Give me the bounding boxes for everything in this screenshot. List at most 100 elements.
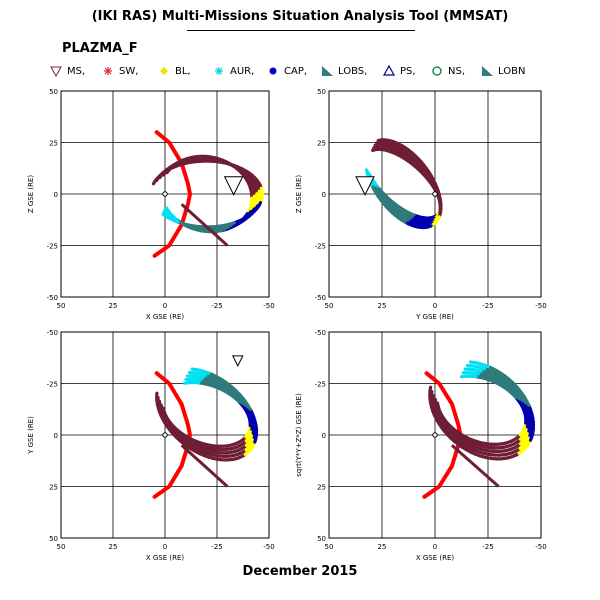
legend-label: CAP, — [284, 66, 307, 77]
y-axis-label: sqrt(Y*Y+Z*Z) GSE (RE) — [295, 393, 303, 477]
x-tick-label: 25 — [378, 302, 387, 310]
y-tick-label: 25 — [49, 140, 58, 148]
legend: MS, SW, BL, AUR, CAP, LOBS, PS, NS, LOBN — [50, 64, 525, 78]
legend-item: AUR, — [215, 66, 254, 77]
plot-panel: 50 25 0 -25 -50 -50 -25 0 25 50 X GSE (RE) sqrt(Y*Y… — [295, 329, 547, 562]
legend-item: MS, — [50, 66, 85, 78]
legend-item: NS, — [432, 66, 465, 77]
y-tick-label: 0 — [54, 191, 58, 199]
y-tick-label: 50 — [49, 88, 58, 96]
x-tick-label: 0 — [433, 302, 437, 310]
y-tick-label: 25 — [317, 140, 326, 148]
earth-marker — [162, 432, 168, 438]
y-tick-label: 0 — [322, 432, 326, 440]
legend-marker — [432, 66, 442, 76]
footer-date: December 2015 — [242, 564, 358, 579]
x-tick-label: 50 — [57, 543, 66, 551]
y-tick-label: 25 — [317, 484, 326, 492]
y-axis-label: Y GSE (RE) — [27, 416, 35, 455]
legend-marker — [269, 67, 277, 75]
legend-label: PS, — [400, 66, 416, 77]
x-tick-label: 0 — [433, 543, 437, 551]
legend-marker — [50, 66, 62, 78]
orbit-segment — [190, 367, 198, 372]
x-axis-label: X GSE (RE) — [146, 313, 185, 321]
spacecraft-marker — [355, 176, 375, 196]
y-tick-label: -25 — [47, 243, 58, 251]
page-title: (IKI RAS) Multi-Missions Situation Analy… — [91, 9, 509, 24]
legend-label: SW, — [119, 66, 138, 77]
orbit-leg — [450, 444, 500, 488]
y-tick-label: -50 — [315, 329, 326, 337]
y-tick-label: -50 — [47, 329, 58, 337]
legend-label: LOBN — [498, 66, 525, 77]
plot-panel: 50 25 0 -25 -50 -50 -25 0 25 50 X GSE (RE) Z GSE (R… — [27, 88, 275, 321]
spacecraft-marker — [223, 176, 244, 196]
y-tick-label: 0 — [54, 432, 58, 440]
legend-item: PS, — [382, 64, 416, 77]
legend-marker — [322, 66, 333, 76]
earth-marker — [432, 191, 438, 197]
x-tick-label: 25 — [378, 543, 387, 551]
legend-item: LOBN — [482, 66, 525, 77]
x-tick-label: -50 — [535, 302, 546, 310]
x-tick-label: -50 — [535, 543, 546, 551]
legend-label: MS, — [67, 66, 85, 77]
y-tick-label: -50 — [47, 294, 58, 302]
y-axis-label: Z GSE (RE) — [295, 175, 303, 214]
y-axis-label: Z GSE (RE) — [27, 175, 35, 214]
legend-item: CAP, — [269, 66, 307, 77]
x-tick-label: -25 — [211, 543, 222, 551]
x-tick-label: -50 — [263, 302, 274, 310]
x-tick-label: -25 — [482, 543, 493, 551]
earth-marker — [162, 191, 168, 197]
orbit-leg — [180, 444, 229, 488]
x-axis-label: X GSE (RE) — [416, 554, 455, 562]
orbit-segment — [468, 360, 477, 365]
x-tick-label: -50 — [263, 543, 274, 551]
orbit-segment — [364, 168, 370, 176]
panels: 50 25 0 -25 -50 -50 -25 0 25 50 X GSE (RE) Z GSE (R… — [27, 88, 547, 562]
x-tick-label: 25 — [109, 302, 118, 310]
legend-marker — [215, 67, 223, 75]
legend-label: LOBS, — [338, 66, 367, 77]
y-tick-label: -50 — [315, 294, 326, 302]
y-tick-label: 50 — [49, 535, 58, 543]
y-tick-label: 25 — [49, 484, 58, 492]
x-tick-label: 0 — [163, 302, 167, 310]
y-tick-label: -25 — [47, 381, 58, 389]
plot-panel: 50 25 0 -25 -50 -50 -25 0 25 50 Y GSE (RE) Z GSE (R… — [295, 88, 547, 321]
legend-item: BL, — [160, 66, 191, 77]
plot-panel: 50 25 0 -25 -50 -50 -25 0 25 50 X GSE (RE) Y GSE (R… — [27, 329, 275, 562]
legend-item: LOBS, — [322, 66, 367, 77]
bow-shock-track — [152, 371, 192, 499]
y-tick-label: -25 — [315, 243, 326, 251]
title-underline — [187, 30, 415, 31]
x-tick-label: 50 — [325, 302, 334, 310]
x-tick-label: 0 — [163, 543, 167, 551]
bow-shock-track — [152, 130, 192, 258]
y-tick-label: 50 — [317, 88, 326, 96]
x-tick-label: 25 — [109, 543, 118, 551]
orbit-leg — [180, 203, 229, 247]
x-tick-label: -25 — [482, 302, 493, 310]
mission-name: PLAZMA_F — [62, 41, 138, 56]
legend-marker — [482, 66, 493, 76]
earth-marker — [432, 432, 438, 438]
x-tick-label: 50 — [57, 302, 66, 310]
x-tick-label: -25 — [211, 302, 222, 310]
x-tick-label: 50 — [325, 543, 334, 551]
y-tick-label: -25 — [315, 381, 326, 389]
orbit-segment — [162, 210, 169, 217]
orbit-segment — [161, 212, 169, 219]
legend-label: AUR, — [230, 66, 254, 77]
y-tick-label: 0 — [322, 191, 326, 199]
legend-label: BL, — [175, 66, 191, 77]
spacecraft-marker — [231, 355, 244, 367]
x-axis-label: X GSE (RE) — [146, 554, 185, 562]
legend-marker — [104, 67, 112, 75]
x-axis-label: Y GSE (RE) — [415, 313, 454, 321]
legend-marker — [160, 67, 168, 75]
legend-marker — [382, 64, 396, 76]
